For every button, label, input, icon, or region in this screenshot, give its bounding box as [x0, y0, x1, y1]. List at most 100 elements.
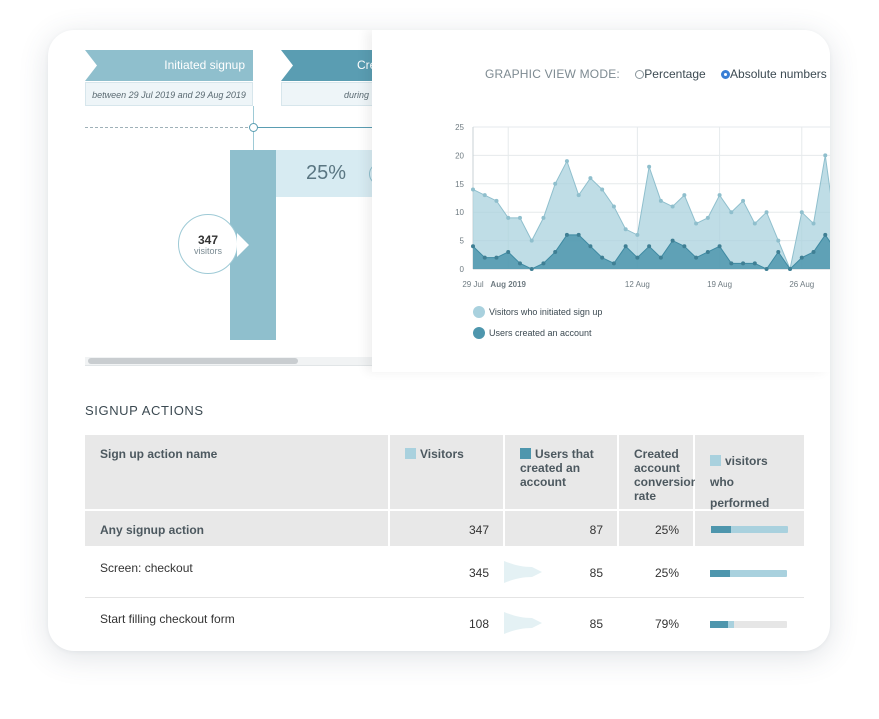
data-point	[694, 255, 699, 260]
data-point	[623, 227, 628, 232]
data-point	[752, 261, 757, 266]
funnel-arrow-icon	[504, 561, 542, 583]
row-visitors: 347	[468, 523, 489, 537]
row-users: 85	[589, 566, 603, 580]
data-point	[717, 193, 722, 198]
radio-absolute-numbers[interactable]	[721, 70, 731, 79]
col-header-performed-line1: visitors	[725, 454, 768, 468]
data-point	[705, 249, 710, 254]
series-area-users	[473, 234, 830, 269]
data-point	[752, 221, 757, 226]
data-point	[588, 176, 593, 181]
col-header-performed-line2: who	[710, 475, 734, 489]
data-point	[576, 193, 581, 198]
data-point	[670, 238, 675, 243]
visitor-count-label: visitors	[193, 246, 222, 256]
col-header-visitors[interactable]: Visitors	[390, 435, 503, 509]
data-point	[811, 221, 816, 226]
data-point	[670, 204, 675, 209]
x-tick-label: 12 Aug	[625, 280, 650, 289]
data-point	[682, 193, 687, 198]
column-gap	[503, 511, 505, 546]
row-action-name: Any signup action	[85, 511, 388, 546]
row-visitors: 345	[468, 566, 489, 580]
y-tick-label: 0	[460, 265, 465, 274]
performed-bar-fill	[710, 570, 730, 577]
data-point	[541, 261, 546, 266]
row-divider	[85, 597, 804, 598]
row-visitors: 108	[468, 617, 489, 631]
data-point	[494, 198, 499, 203]
col-header-performed[interactable]: visitors who performed	[695, 435, 804, 510]
radio-percentage[interactable]	[635, 70, 645, 79]
data-point	[576, 232, 581, 237]
data-point	[611, 261, 616, 266]
data-point	[741, 261, 746, 266]
data-point	[694, 221, 699, 226]
data-point	[541, 215, 546, 220]
data-point	[799, 210, 804, 215]
data-point	[517, 215, 522, 220]
column-gap	[693, 511, 695, 546]
data-point	[471, 244, 475, 249]
data-point	[729, 210, 734, 215]
row-conversion: 79%	[654, 617, 679, 631]
data-point	[482, 193, 487, 198]
series-area-visitors	[473, 155, 830, 269]
col-header-users-label: Users that created an account	[520, 447, 594, 489]
x-tick-label: Aug 2019	[490, 280, 526, 289]
x-tick-label: 19 Aug	[707, 280, 732, 289]
y-tick-label: 15	[455, 180, 464, 189]
funnel-step-created-account[interactable]: Cre	[281, 50, 372, 81]
x-tick-label: 29 Jul	[462, 280, 484, 289]
area-chart: 0 5 10 15 20 25 29 Jul Aug 2019 12 Aug 19 Aug 26 A…	[455, 123, 830, 339]
table-row[interactable]: Screen: checkout 345 85 25%	[85, 548, 804, 596]
series-line-users	[472, 234, 830, 270]
col-header-users[interactable]: Users that created an account	[505, 435, 617, 509]
performed-bar-fill	[710, 621, 728, 628]
funnel-viewport: Initiated signup Cre between 29 Jul 2019…	[85, 50, 372, 368]
section-title: SIGNUP ACTIONS	[85, 403, 204, 418]
visitors-color-swatch	[405, 448, 416, 459]
legend-swatch	[473, 327, 485, 339]
data-point	[588, 244, 593, 249]
funnel-scrollbar-thumb[interactable]	[88, 358, 298, 364]
data-point	[647, 244, 652, 249]
y-tick-label: 25	[455, 123, 464, 132]
col-header-conversion[interactable]: Created account conversion rate	[619, 435, 698, 509]
data-point	[799, 255, 804, 260]
row-conversion: 25%	[654, 566, 679, 580]
col-header-conversion-label: Created account conversion rate	[634, 447, 699, 503]
radio-percentage-label[interactable]: Percentage	[644, 67, 706, 81]
radio-absolute-numbers-label[interactable]: Absolute numbers	[730, 67, 827, 81]
performed-bar	[710, 621, 787, 628]
data-point	[635, 255, 640, 260]
solid-connector	[253, 127, 372, 128]
data-point	[482, 255, 487, 260]
performed-bar-fill	[711, 526, 731, 533]
legend-label: Users created an account	[489, 328, 592, 338]
step-date-range-partial: during	[281, 82, 372, 106]
data-point	[788, 267, 793, 271]
x-tick-label: 26 Aug	[789, 280, 814, 289]
row-action-name: Start filling checkout form	[100, 612, 235, 626]
column-gap	[388, 511, 390, 546]
series-line-visitors	[472, 155, 830, 271]
table-row[interactable]: Start filling checkout form 108 85 79%	[85, 598, 804, 648]
funnel-arrow-icon	[504, 612, 542, 634]
funnel-step-initiated-signup[interactable]: Initiated signup	[85, 50, 253, 81]
data-point	[823, 153, 828, 158]
data-point	[494, 255, 499, 260]
performed-bar	[711, 526, 788, 533]
data-point	[611, 204, 616, 209]
data-point	[658, 255, 663, 260]
table-row[interactable]: Any signup action 347 87 25%	[85, 511, 804, 546]
connector-node	[249, 123, 258, 132]
col-header-name[interactable]: Sign up action name	[85, 435, 388, 509]
chart-panel: GRAPHIC VIEW MODE: Percentage Absolute n…	[372, 30, 830, 372]
data-point	[529, 267, 534, 271]
data-point	[506, 249, 511, 254]
col-header-visitors-label: Visitors	[420, 447, 464, 461]
data-point	[564, 159, 569, 164]
visitor-count: 347	[197, 233, 219, 247]
